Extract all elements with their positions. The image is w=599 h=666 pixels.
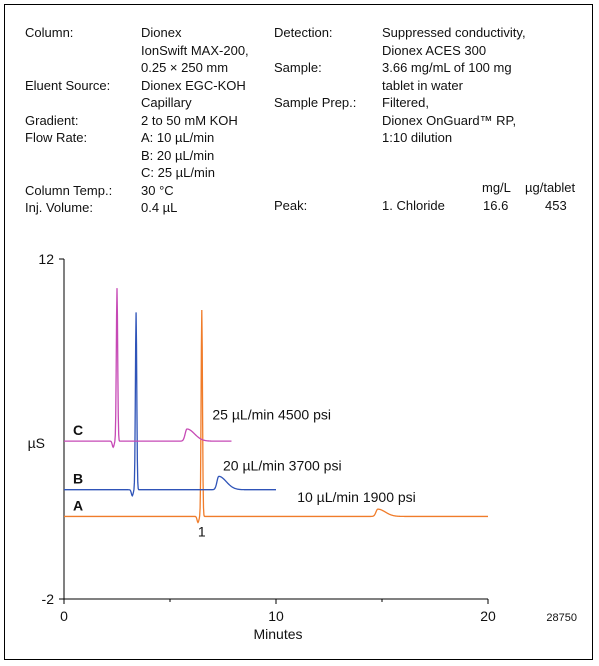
condition-left-value-0-1: IonSwift MAX-200, — [141, 42, 249, 58]
y-axis-label: µS — [28, 435, 45, 451]
condition-right-label-2: Sample Prep.: — [274, 95, 357, 110]
trace-b — [64, 312, 276, 497]
trace-a — [64, 309, 488, 524]
peak-name: 1. Chloride — [382, 198, 445, 213]
series-annotation-b: 20 µL/min 3700 psi — [223, 457, 342, 473]
series-label-c: C — [73, 422, 83, 438]
condition-right-value-2-0: Filtered, — [382, 95, 429, 110]
condition-left-value-0-2: 0.25 × 250 mm — [141, 60, 229, 75]
condition-left-value-5-0: 0.4 µL — [141, 200, 178, 215]
condition-right-value-2-2: 1:10 dilution — [382, 130, 453, 145]
condition-left-label-2: Gradient: — [25, 112, 79, 128]
x-tick-label-2: 20 — [480, 608, 496, 624]
condition-left-value-1-0: Dionex EGC-KOH — [141, 77, 246, 93]
series-annotation-a: 10 µL/min 1900 psi — [297, 489, 416, 505]
series-label-b: B — [73, 471, 83, 487]
condition-left-value-0-0: Dionex — [141, 25, 182, 40]
condition-left-label-5: Inj. Volume: — [25, 200, 93, 215]
condition-left-value-1-1: Capillary — [141, 95, 192, 110]
condition-left-value-2-0: 2 to 50 mM KOH — [141, 112, 238, 128]
figure-id: 28750 — [546, 612, 577, 624]
peak-number-label: 1 — [198, 523, 206, 539]
condition-left-value-4-0: 30 °C — [141, 182, 174, 198]
peak-table-header-mgL: mg/L — [482, 180, 511, 195]
condition-left-value-3-0: A: 10 µL/min — [141, 130, 215, 145]
peak-ugtablet-value: 453 — [545, 198, 567, 213]
condition-left-value-3-1: B: 20 µL/min — [141, 147, 215, 163]
trace-c — [64, 288, 232, 449]
condition-right-value-1-0: 3.66 mg/mL of 100 mg — [382, 60, 512, 75]
figure-frame: Column: Dionex IonSwift MAX-200, 0.25 × 250… — [4, 4, 593, 660]
condition-left-value-3-2: C: 25 µL/min — [141, 165, 215, 180]
condition-right-value-1-1: tablet in water — [382, 77, 463, 93]
condition-right-label-1: Sample: — [274, 60, 322, 75]
x-tick-label-0: 0 — [60, 608, 68, 624]
peak-mgL-value: 16.6 — [483, 198, 509, 213]
series-annotation-c: 25 µL/min 4500 psi — [212, 406, 331, 422]
x-tick-label-1: 10 — [268, 608, 284, 624]
condition-left-label-1: Eluent Source: — [25, 77, 111, 93]
condition-right-value-0-1: Dionex ACES 300 — [382, 42, 487, 58]
x-axis-label: Minutes — [253, 626, 302, 642]
condition-right-value-2-1: Dionex OnGuard™ RP, — [382, 112, 517, 128]
condition-right-value-0-0: Suppressed conductivity, — [382, 25, 526, 40]
y-tick-label-1: -2 — [42, 591, 55, 607]
series-label-a: A — [73, 497, 83, 513]
condition-left-label-4: Column Temp.: — [25, 182, 113, 198]
condition-right-label-0: Detection: — [274, 25, 333, 40]
condition-left-label-3: Flow Rate: — [25, 130, 88, 145]
peak-table-header-ugtablet: µg/tablet — [525, 180, 576, 195]
peak-table-label: Peak: — [274, 198, 308, 213]
y-tick-label-0: 12 — [38, 251, 54, 267]
chromatogram-chart: 0 10 20 12 -2 A 10 µL/min 1900 psi B 20 µL/min … — [28, 251, 577, 642]
condition-left-label-0: Column: — [25, 25, 74, 40]
